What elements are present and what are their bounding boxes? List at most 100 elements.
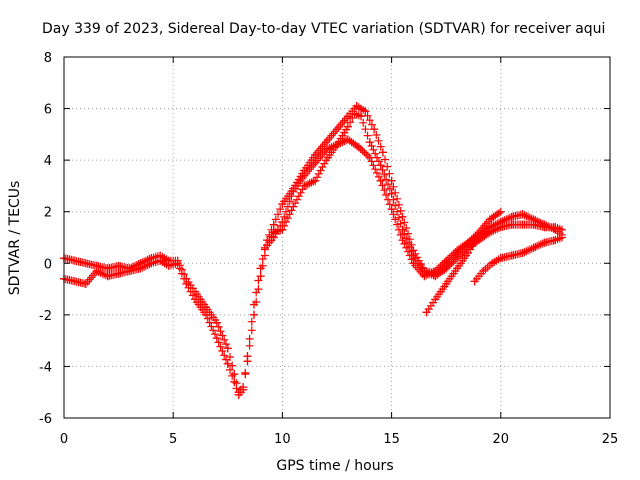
data-point — [442, 256, 451, 265]
data-point — [551, 236, 560, 245]
data-point — [431, 267, 440, 276]
data-point — [474, 230, 483, 239]
y-tick-label: -2 — [39, 309, 52, 324]
data-point — [496, 254, 505, 263]
data-point — [422, 308, 431, 317]
data-point — [464, 248, 473, 257]
data-point — [409, 246, 418, 255]
data-point — [92, 267, 101, 276]
data-point — [103, 272, 112, 281]
data-point — [343, 135, 352, 144]
data-point — [300, 181, 309, 190]
data-point — [409, 259, 418, 268]
x-tick-label: 20 — [493, 432, 510, 447]
y-tick-label: -4 — [39, 360, 52, 375]
series-markers — [60, 109, 564, 397]
data-point — [223, 359, 232, 368]
data-point — [311, 158, 320, 167]
data-point — [311, 176, 320, 185]
data-point — [256, 264, 265, 273]
data-point — [191, 295, 200, 304]
data-point — [529, 243, 538, 252]
data-point — [518, 210, 527, 219]
grid-layer — [64, 57, 610, 418]
data-point — [260, 243, 269, 252]
data-point — [182, 279, 191, 288]
data-point — [378, 148, 387, 157]
data-point — [507, 220, 516, 229]
data-point — [431, 295, 440, 304]
data-point — [322, 156, 331, 165]
data-series — [422, 238, 479, 317]
data-point — [269, 233, 278, 242]
data-point — [442, 279, 451, 288]
data-point — [540, 238, 549, 247]
y-axis-label: SDTVAR / TECUs — [7, 181, 23, 296]
data-point — [322, 145, 331, 154]
data-point — [496, 207, 505, 216]
data-point — [398, 236, 407, 245]
data-point — [136, 264, 145, 273]
data-point — [361, 107, 370, 116]
data-point — [230, 370, 239, 379]
data-point — [357, 112, 366, 121]
data-point — [230, 377, 239, 386]
data-point — [453, 264, 462, 273]
data-point — [289, 187, 298, 196]
data-point — [125, 267, 134, 276]
data-point — [343, 122, 352, 131]
data-point — [81, 259, 90, 268]
data-point — [343, 112, 352, 121]
data-point — [365, 138, 374, 147]
data-point — [488, 259, 497, 268]
data-point — [156, 256, 165, 265]
data-point — [81, 279, 90, 288]
data-point — [70, 256, 79, 265]
data-point — [164, 261, 173, 270]
data-point — [551, 225, 560, 234]
data-point — [376, 176, 385, 185]
data-point — [376, 161, 385, 170]
data-point — [470, 238, 479, 247]
data-point — [256, 272, 265, 281]
data-point — [470, 277, 479, 286]
data-point — [212, 318, 221, 327]
data-point — [370, 125, 379, 134]
data-series — [470, 233, 566, 286]
data-point — [278, 199, 287, 208]
data-point — [234, 390, 243, 399]
data-point — [496, 218, 505, 227]
data-point — [365, 153, 374, 162]
data-point — [300, 171, 309, 180]
y-tick-label: 6 — [44, 103, 52, 118]
data-point — [507, 251, 516, 260]
x-tick-label: 25 — [602, 432, 619, 447]
y-tick-label: 4 — [44, 154, 52, 169]
data-point — [453, 246, 462, 255]
data-point — [70, 277, 79, 286]
data-point — [387, 176, 396, 185]
data-point — [278, 218, 287, 227]
data-point — [322, 138, 331, 147]
data-point — [250, 300, 259, 309]
data-point — [201, 310, 210, 319]
data-point — [212, 334, 221, 343]
data-point — [243, 352, 252, 361]
x-axis-label: GPS time / hours — [276, 458, 393, 474]
data-point — [103, 264, 112, 273]
data-point — [147, 259, 156, 268]
data-point — [420, 272, 429, 281]
data-point — [250, 310, 259, 319]
data-point — [387, 189, 396, 198]
x-tick-label: 10 — [274, 432, 291, 447]
data-series — [60, 109, 566, 397]
y-tick-label: 8 — [44, 51, 52, 66]
data-layer — [60, 101, 566, 399]
data-point — [114, 269, 123, 278]
data-point — [518, 248, 527, 257]
data-point — [269, 220, 278, 229]
data-point — [239, 385, 248, 394]
data-point — [529, 215, 538, 224]
data-point — [354, 143, 363, 152]
